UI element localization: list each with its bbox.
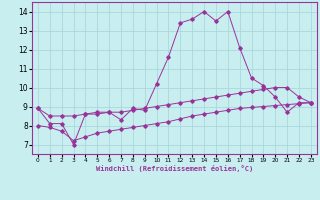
X-axis label: Windchill (Refroidissement éolien,°C): Windchill (Refroidissement éolien,°C) — [96, 165, 253, 172]
